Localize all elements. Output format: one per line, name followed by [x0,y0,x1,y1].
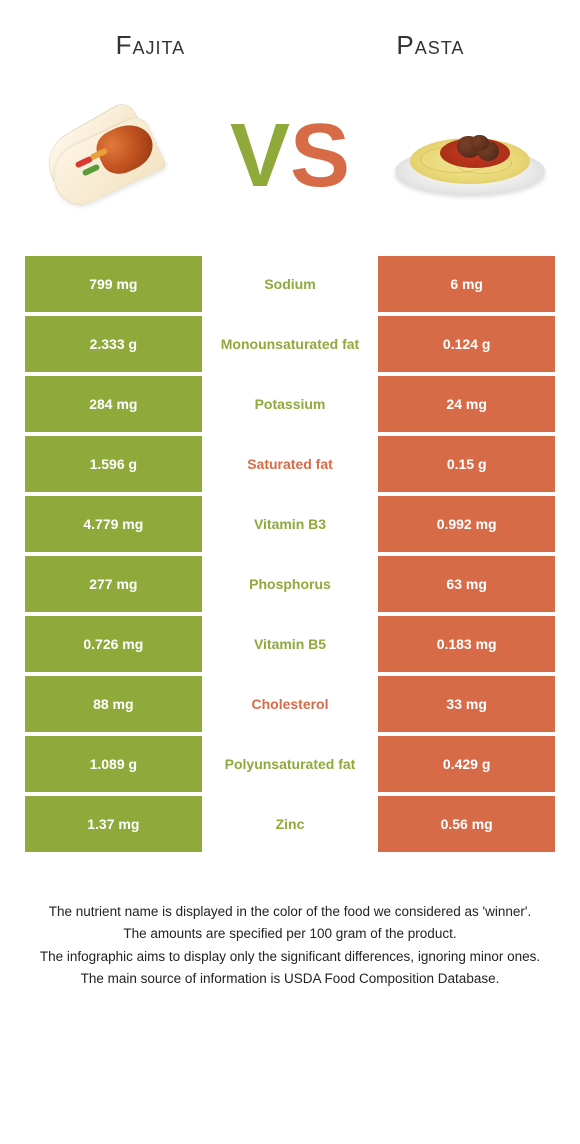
pasta-illustration [395,101,545,211]
vs-v: V [230,106,290,206]
nutrient-label: Vitamin B5 [202,616,379,672]
nutrient-label: Zinc [202,796,379,852]
left-value: 1.596 g [25,436,202,492]
nutrient-label: Polyunsaturated fat [202,736,379,792]
title-row: Fajita Pasta [10,20,570,91]
right-value: 0.124 g [378,316,555,372]
left-value: 799 mg [25,256,202,312]
nutrient-label: Monounsaturated fat [202,316,379,372]
right-value: 33 mg [378,676,555,732]
table-row: 799 mgSodium6 mg [25,256,555,312]
right-value: 63 mg [378,556,555,612]
left-value: 2.333 g [25,316,202,372]
left-value: 1.37 mg [25,796,202,852]
comparison-table: 799 mgSodium6 mg2.333 gMonounsaturated f… [25,256,555,852]
right-value: 0.992 mg [378,496,555,552]
footer-line-2: The amounts are specified per 100 gram o… [25,924,555,944]
table-row: 284 mgPotassium24 mg [25,376,555,432]
table-row: 1.37 mgZinc0.56 mg [25,796,555,852]
nutrient-label: Vitamin B3 [202,496,379,552]
table-row: 1.089 gPolyunsaturated fat0.429 g [25,736,555,792]
table-row: 277 mgPhosphorus63 mg [25,556,555,612]
vs-label: VS [230,105,350,208]
table-row: 0.726 mgVitamin B50.183 mg [25,616,555,672]
table-row: 1.596 gSaturated fat0.15 g [25,436,555,492]
footer-line-4: The main source of information is USDA F… [25,969,555,989]
table-row: 4.779 mgVitamin B30.992 mg [25,496,555,552]
footer-line-3: The infographic aims to display only the… [25,947,555,967]
left-value: 284 mg [25,376,202,432]
right-food-title: Pasta [396,30,464,61]
fajita-illustration [35,101,185,211]
right-value: 6 mg [378,256,555,312]
right-value: 0.429 g [378,736,555,792]
left-value: 4.779 mg [25,496,202,552]
left-value: 1.089 g [25,736,202,792]
vs-s: S [290,106,350,206]
nutrient-label: Phosphorus [202,556,379,612]
left-food-title: Fajita [116,30,186,61]
nutrient-label: Cholesterol [202,676,379,732]
right-value: 0.15 g [378,436,555,492]
nutrient-label: Potassium [202,376,379,432]
table-row: 88 mgCholesterol33 mg [25,676,555,732]
right-value: 0.56 mg [378,796,555,852]
left-value: 88 mg [25,676,202,732]
right-value: 24 mg [378,376,555,432]
nutrient-label: Saturated fat [202,436,379,492]
right-value: 0.183 mg [378,616,555,672]
footer-note: The nutrient name is displayed in the co… [25,902,555,991]
footer-line-1: The nutrient name is displayed in the co… [25,902,555,922]
hero-row: VS [10,91,570,221]
left-value: 277 mg [25,556,202,612]
left-value: 0.726 mg [25,616,202,672]
nutrient-label: Sodium [202,256,379,312]
table-row: 2.333 gMonounsaturated fat0.124 g [25,316,555,372]
